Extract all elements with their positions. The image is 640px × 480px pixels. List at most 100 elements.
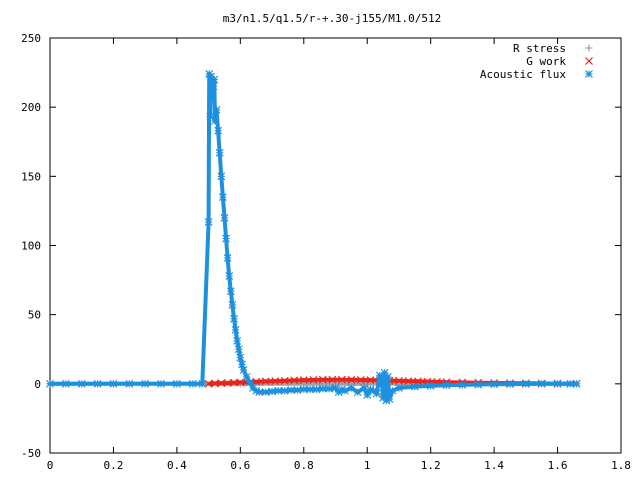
data-point [214,126,223,135]
data-point [360,384,368,392]
data-point [204,218,213,226]
data-point [261,388,270,397]
legend-label: Acoustic flux [480,68,566,81]
data-point [230,378,238,387]
legend-label: R stress [513,42,566,55]
data-point [347,375,356,384]
data-point [268,387,276,396]
x-tick-label: 1.4 [484,459,504,472]
x-tick-label: 0 [47,459,54,472]
data-point [287,386,296,394]
data-point [141,379,150,388]
data-point [236,378,245,387]
data-point [239,366,248,374]
data-point [474,380,483,389]
data-point [337,375,346,384]
data-point [242,372,251,381]
data-point [280,376,289,385]
data-point [414,377,422,386]
data-point [226,287,235,296]
data-point [395,384,403,392]
chart-title: m3/n1.5/q1.5/r-+.30-j155/M1.0/512 [223,12,442,25]
data-point [353,388,362,397]
data-point [223,254,232,262]
data-point [318,375,327,384]
data-point [234,345,243,354]
data-point [225,272,234,280]
data-point [458,381,467,389]
data-point [325,384,334,393]
data-point [383,372,392,381]
data-point [61,379,70,388]
data-point [372,389,381,398]
y-tick-label: 50 [28,309,41,322]
data-point [223,379,232,387]
x-tick-label: 0.2 [104,459,124,472]
x-tick-label: 0.4 [167,459,187,472]
data-point [566,379,575,388]
data-point [233,337,242,345]
data-point [290,376,299,385]
data-point [231,325,240,334]
data-point [306,385,315,394]
data-point [553,379,562,388]
data-point [388,386,397,395]
data-point [218,193,227,202]
data-point [442,381,451,390]
data-point [299,385,308,394]
data-point [274,386,283,395]
data-point [230,314,238,323]
data-point [537,379,546,388]
data-point [217,379,226,388]
data-point [252,377,261,386]
legend-label: G work [526,55,566,68]
series-acoustic-flux [46,70,581,405]
data-point [572,379,581,388]
x-tick-label: 0.8 [294,459,314,472]
x-tick-label: 1 [364,459,371,472]
data-point [312,385,321,394]
data-point [255,388,264,397]
data-point [506,380,514,389]
data-point [280,386,289,395]
legend-marker [585,70,593,78]
data-point [211,117,219,125]
data-point [261,377,270,386]
data-point [328,375,337,384]
data-point [347,384,356,392]
series-band [50,72,577,403]
data-point [318,384,327,393]
x-tick-label: 1.6 [548,459,568,472]
data-point [228,301,237,309]
data-point [125,379,134,388]
data-point [237,360,246,369]
data-point [93,379,102,388]
data-point [271,377,280,385]
data-point [188,379,197,388]
data-point [380,368,389,377]
x-tick-label: 1.8 [611,459,631,472]
data-point [204,379,213,388]
legend-marker [585,44,593,52]
data-point [377,375,386,384]
data-point [521,380,530,388]
y-tick-label: 150 [21,170,41,183]
data-point [299,376,308,385]
data-point [109,379,118,388]
data-point [222,234,230,243]
data-point [293,386,302,394]
data-point [212,106,221,114]
data-point [46,379,54,388]
y-tick-label: 0 [34,378,41,391]
data-point [426,381,435,390]
data-point [207,96,216,105]
data-point [236,353,245,362]
data-point [366,376,375,385]
y-tick-label: 250 [21,32,41,45]
data-point [215,148,224,157]
axis-ticks: 0 0.2 0.4 0.6 0.8 1 1.2 1.4 1.6 1.8 -50 0 50 100 150 20… [21,32,631,472]
data-point [157,379,165,388]
data-point [331,384,340,392]
